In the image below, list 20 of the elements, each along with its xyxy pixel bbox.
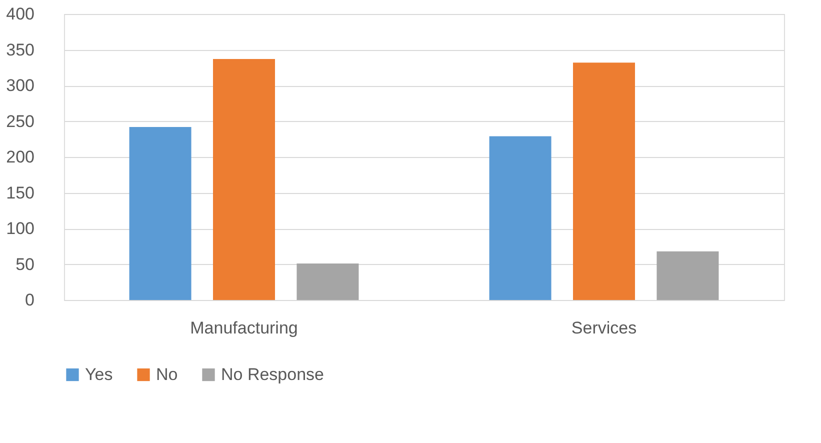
bar xyxy=(296,264,359,300)
x-tick-label: Services xyxy=(571,318,637,338)
legend-label: No xyxy=(156,364,178,384)
y-tick-label: 400 xyxy=(6,4,34,24)
y-tick-label: 300 xyxy=(6,76,34,95)
bar xyxy=(656,251,719,300)
bar xyxy=(213,59,275,300)
x-tick-label: Manufacturing xyxy=(190,318,298,338)
y-tick-label: 150 xyxy=(6,183,34,202)
y-tick-label: 200 xyxy=(6,148,34,166)
y-tick-label: 350 xyxy=(6,40,34,60)
y-tick-label: 250 xyxy=(6,112,34,131)
bar xyxy=(573,62,635,300)
y-tick-label: 50 xyxy=(16,254,34,274)
y-tick-label: 0 xyxy=(25,290,34,310)
legend-label: No Response xyxy=(221,364,324,384)
legend-label: Yes xyxy=(85,364,113,384)
bar xyxy=(129,126,192,300)
bar xyxy=(489,136,552,300)
y-tick-label: 100 xyxy=(6,219,34,238)
